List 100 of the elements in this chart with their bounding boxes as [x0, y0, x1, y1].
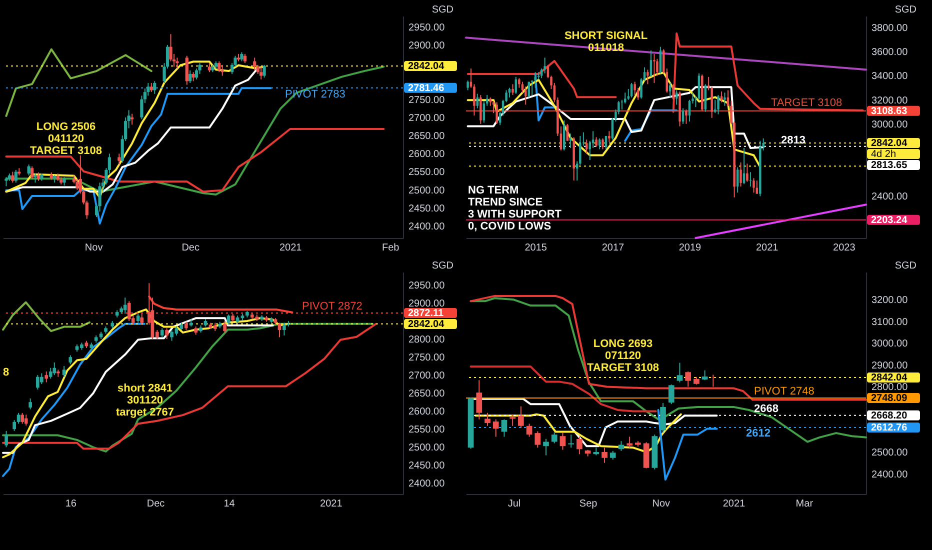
line-series — [624, 109, 678, 142]
y-tick-label: 2500.00 — [408, 442, 446, 454]
ref-line-label: 2781.46 — [408, 82, 445, 94]
candlestick — [724, 92, 726, 106]
candlestick — [752, 178, 755, 194]
y-tick-label: 2500.00 — [872, 447, 908, 458]
x-tick-label: 2017 — [602, 242, 625, 254]
candlestick — [466, 80, 469, 91]
candlestick — [14, 169, 18, 184]
y-tick-label: 2750.00 — [408, 94, 446, 106]
candlestick — [62, 366, 66, 378]
y-tick-label: 2900.00 — [872, 360, 908, 372]
candlestick — [510, 414, 516, 426]
candlestick — [260, 66, 263, 80]
candlestick — [192, 72, 195, 82]
y-tick-label: 3400.00 — [872, 71, 908, 82]
line-series — [672, 32, 864, 113]
x-tick-label: 2021 — [279, 242, 302, 254]
candlestick — [608, 130, 610, 142]
x-tick-label: 2021 — [756, 242, 779, 254]
x-tick-label: Feb — [382, 242, 400, 254]
y-tick-label: 2700.00 — [408, 370, 446, 382]
candlestick — [682, 108, 684, 124]
y-tick-label: 2450.00 — [408, 203, 446, 214]
annotation: LONG 2506 041120 TARGET 3108 — [30, 121, 102, 157]
x-tick-label: Jul — [508, 498, 521, 510]
y-tick-label: 2550.00 — [408, 167, 446, 178]
candlestick — [4, 176, 8, 187]
ref-line-label: 2612.76 — [871, 422, 908, 434]
y-axis-title: SGD — [432, 4, 454, 16]
y-tick-label: 2400.00 — [872, 469, 908, 480]
candlestick — [44, 370, 48, 383]
ref-line-label: 2668.20 — [871, 410, 908, 422]
candlestick — [476, 380, 482, 420]
y-axis-title: SGD — [894, 260, 916, 272]
y-tick-label: 3200.00 — [872, 95, 908, 106]
candlestick — [702, 370, 708, 381]
y-tick-label: 2450.00 — [408, 460, 446, 472]
candlestick — [282, 322, 286, 336]
annotation: 8 — [3, 366, 10, 378]
candlestick — [602, 447, 608, 464]
candlestick — [576, 436, 582, 455]
candlestick — [218, 60, 221, 73]
y-tick-label: 2900.00 — [408, 298, 446, 310]
candlestick — [646, 69, 649, 85]
y-tick-label: 2550.00 — [408, 424, 446, 436]
candlestick — [604, 135, 608, 150]
y-tick-label: 2650.00 — [408, 388, 446, 400]
ref-line-label: 2203.24 — [871, 214, 908, 226]
candlestick — [534, 72, 536, 88]
x-tick-label: 2015 — [524, 242, 548, 254]
candlestick — [176, 57, 179, 70]
candlestick — [20, 412, 24, 424]
candlestick — [626, 436, 633, 448]
x-tick-label: 2021 — [722, 498, 746, 510]
candlestick — [720, 90, 723, 103]
candlestick — [746, 163, 748, 182]
candlestick — [496, 102, 498, 124]
candlestick — [566, 123, 569, 142]
ref-line-label: 2842.04 — [408, 60, 445, 72]
candlestick — [188, 70, 192, 84]
candlestick — [223, 320, 226, 334]
candlestick — [262, 64, 266, 78]
candlestick — [30, 166, 34, 180]
candlestick — [24, 414, 28, 426]
y-tick-label: 2800.00 — [408, 334, 446, 346]
line-series — [466, 60, 617, 98]
candlestick — [568, 434, 574, 448]
candlestick — [653, 54, 656, 84]
candlestick — [16, 412, 20, 424]
ref-line-label: 2748.09 — [871, 393, 908, 404]
candlestick — [208, 62, 212, 73]
x-tick-label: 14 — [224, 498, 236, 510]
ref-line-label: 2842.04 — [408, 319, 445, 330]
candlestick — [717, 94, 720, 115]
ref-line-label: 2842.04 — [871, 372, 908, 384]
annotation: PIVOT 2748 — [754, 386, 814, 398]
candlestick — [660, 402, 666, 433]
y-tick-label: 2750.00 — [408, 352, 446, 364]
candlestick — [595, 136, 598, 148]
candlestick — [127, 300, 131, 322]
candlestick — [185, 55, 188, 86]
candlestick — [34, 173, 37, 184]
x-tick-label: Nov — [84, 242, 103, 254]
candlestick — [28, 398, 32, 410]
candlestick — [530, 80, 534, 96]
y-tick-label: 2950.00 — [408, 280, 446, 292]
candlestick — [40, 372, 44, 385]
candlestick — [526, 423, 532, 438]
candlestick — [165, 328, 168, 340]
candlestick — [534, 430, 541, 448]
candlestick — [11, 171, 14, 184]
x-tick-label: 2019 — [678, 242, 702, 254]
candlestick — [4, 430, 8, 448]
annotation: 2612 — [746, 428, 770, 440]
candlestick — [560, 432, 566, 450]
y-tick-label: 2650.00 — [408, 131, 446, 142]
candlestick — [676, 362, 683, 383]
y-tick-label: 2900.00 — [408, 40, 446, 52]
candlestick — [501, 418, 508, 438]
